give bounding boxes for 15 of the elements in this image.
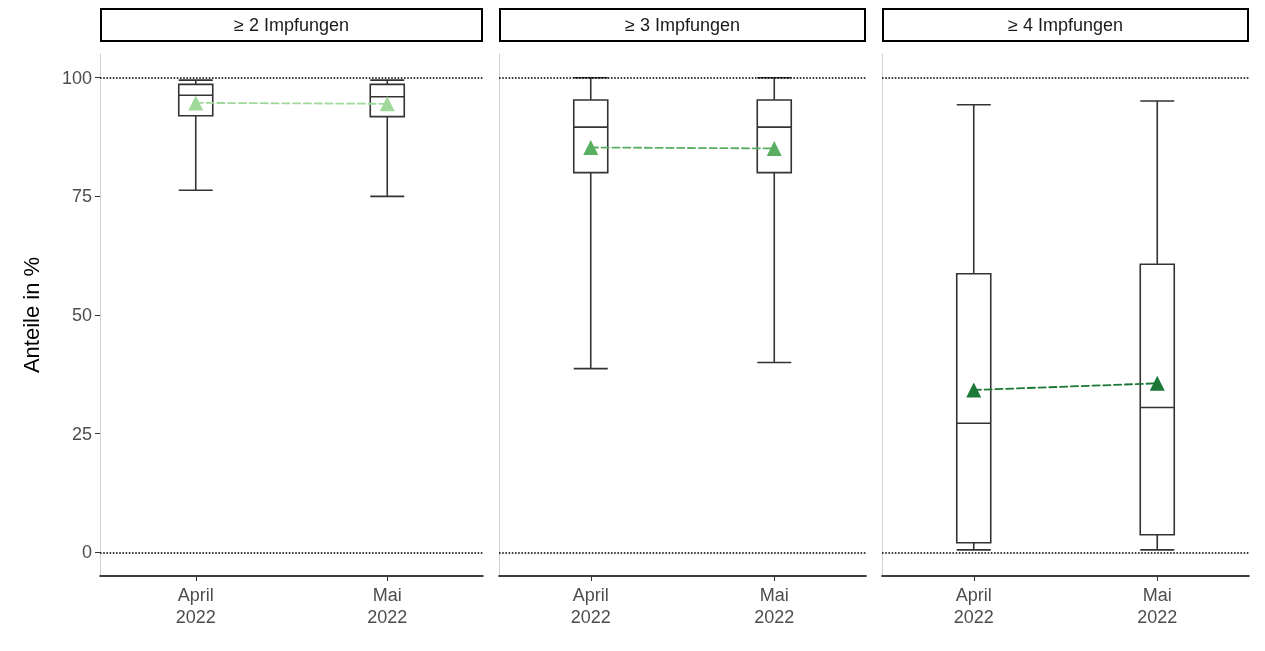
x-tick-label: April 2022: [175, 585, 216, 627]
y-tick-label: 0: [81, 542, 92, 563]
y-tick-label: 75: [71, 186, 92, 207]
y-tick-label: 100: [61, 67, 92, 88]
y-tick-label: 25: [71, 423, 92, 444]
y-tick-label: 50: [71, 305, 92, 325]
x-tick-label: Mai 2022: [1137, 585, 1178, 627]
y-axis-title: Anteile in %: [18, 256, 44, 374]
x-tick-label: Mai 2022: [754, 585, 795, 627]
x-tick-label: Mai 2022: [367, 585, 408, 627]
chart-title: ≥ 4 Impfungen: [882, 8, 1249, 42]
chart-title: ≥ 3 Impfungen: [499, 8, 866, 42]
x-tick-label: April 2022: [570, 585, 611, 627]
x-tick-label: April 2022: [953, 585, 994, 627]
chart-title: ≥ 2 Impfungen: [100, 8, 483, 42]
